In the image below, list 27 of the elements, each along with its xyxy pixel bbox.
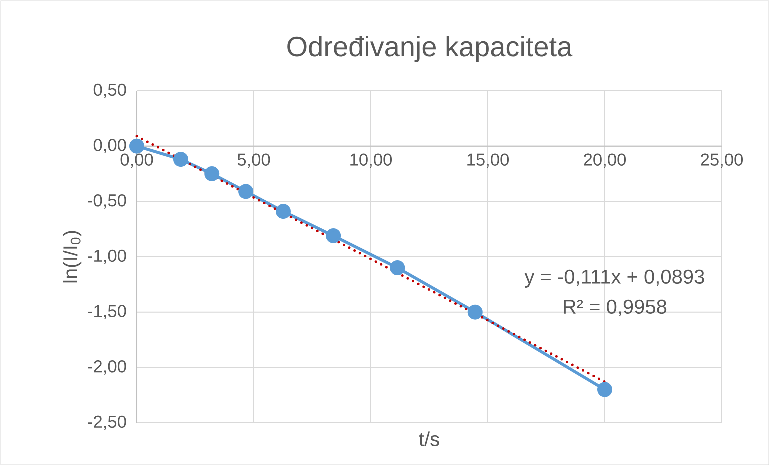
- annotation: R² = 0,9958: [564, 300, 667, 316]
- point: [130, 138, 145, 154]
- y-tick-label: -2,00: [88, 360, 126, 375]
- y-axis-title: ln(I/I$_{0}$): [63, 231, 82, 283]
- x-tick-label: 5,00: [238, 154, 270, 168]
- x-axis-title: t/s: [419, 432, 440, 446]
- point: [174, 152, 188, 168]
- x-tick-label: 20,00: [584, 154, 626, 168]
- chart-title: Određivanje kapaciteta: [288, 36, 573, 62]
- point: [390, 260, 406, 276]
- y-tick-label: -0,50: [88, 194, 126, 209]
- point: [276, 204, 291, 220]
- point: [326, 228, 342, 244]
- point: [598, 382, 613, 398]
- point: [204, 166, 220, 182]
- y-tick-label: 0,50: [94, 84, 126, 98]
- x-tick-label: 0,00: [120, 154, 154, 168]
- x-tick-label: 25,00: [701, 154, 744, 168]
- annotation: y = -0,111x + 0,0893: [524, 270, 704, 288]
- x-tick-label: 15,00: [468, 154, 510, 168]
- y-tick-label: -1,00: [88, 250, 126, 264]
- y-tick-label: -2,50: [88, 416, 126, 430]
- y-tick-label: 0,00: [94, 139, 126, 154]
- point: [468, 304, 483, 320]
- x-tick-label: 10,00: [350, 154, 392, 168]
- point: [238, 184, 254, 200]
- y-tick-label: -1,50: [88, 305, 126, 320]
